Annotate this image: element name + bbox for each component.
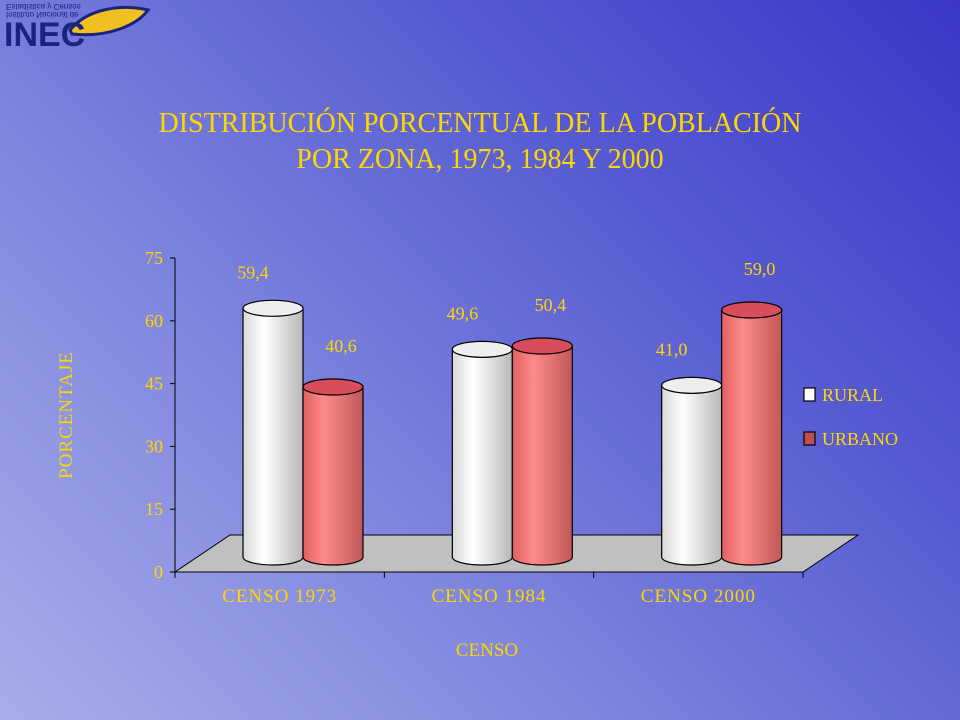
bar-urbano [302,378,364,566]
bar-rural [661,376,723,566]
bar-body [451,348,513,566]
chart-title: DISTRIBUCIÓN PORCENTUAL DE LA POBLACIÓN [158,108,802,139]
chart-subtitle: POR ZONA, 1973, 1984 Y 2000 [296,144,664,175]
bar-body [661,384,723,566]
x-tick-label: CENSO 2000 [641,586,756,607]
legend-label-urbano: URBANO [822,429,898,449]
data-label: 49,6 [447,303,479,323]
data-label: 41,0 [656,339,688,359]
bar-top [451,340,513,358]
y-tick-label: 75 [145,248,163,268]
logo-swoosh-icon [68,6,151,37]
legend-swatch-rural [803,387,816,402]
y-tick-label: 0 [154,562,163,582]
x-tick-label: CENSO 1984 [431,586,546,607]
legend-swatch-urbano [803,431,816,446]
bar-rural [451,340,513,566]
bar-urbano [721,301,783,566]
x-axis-title: CENSO [456,640,518,661]
bar-top [242,299,304,317]
bar-rural [242,299,304,566]
y-axis-title: PORCENTAJE [56,351,77,479]
y-tick-label: 60 [145,311,163,331]
logo-subtitle-line1: Instituto Nacional de [6,10,79,19]
bar-top [661,376,723,394]
y-tick-label: 30 [145,436,163,456]
logo-subtitle-line2: Estadística y Censos [6,2,81,11]
bar-top [511,337,573,355]
chart-title-block: DISTRIBUCIÓN PORCENTUAL DE LA POBLACIÓN … [0,106,960,178]
bar-urbano [511,337,573,566]
legend-label-rural: RURAL [822,385,883,405]
data-label: 59,0 [744,259,776,279]
data-label: 59,4 [237,262,269,282]
bar-body [242,307,304,566]
logo-text: INEC [4,16,85,54]
inec-logo: INEC Instituto Nacional de Estadística y… [4,2,151,54]
y-tick-label: 15 [145,499,163,519]
bar-body [511,345,573,566]
bar-top [721,301,783,319]
data-label: 40,6 [325,336,357,356]
data-label: 50,4 [535,295,567,315]
bar-body [302,386,364,566]
bar-top [302,378,364,396]
x-tick-label: CENSO 1973 [222,586,337,607]
y-tick-label: 45 [145,374,163,394]
bar-body [721,309,783,566]
